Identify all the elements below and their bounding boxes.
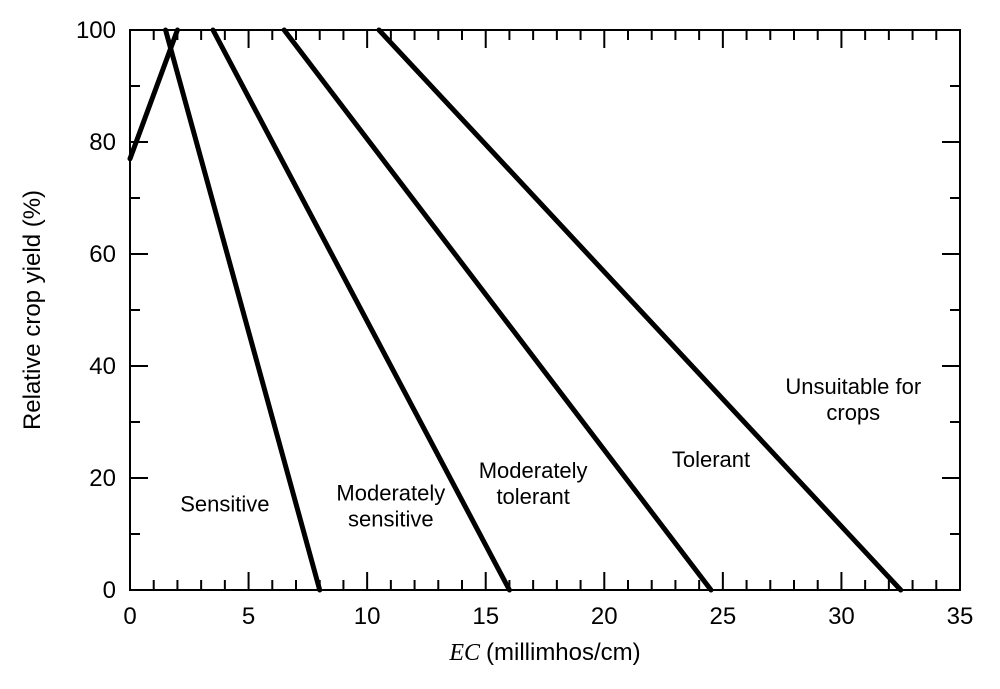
y-tick-label: 100: [76, 17, 116, 44]
x-tick-label: 5: [242, 603, 255, 630]
x-axis-label: EC (millimhos/cm): [448, 639, 640, 666]
region-label: Tolerant: [672, 447, 750, 472]
y-tick-label: 40: [89, 353, 116, 380]
x-tick-label: 35: [947, 603, 974, 630]
x-tick-label: 20: [591, 603, 618, 630]
y-tick-label: 0: [103, 577, 116, 604]
region-label: Moderatelysensitive: [336, 480, 445, 531]
region-label: Sensitive: [180, 492, 269, 517]
x-tick-label: 0: [123, 603, 136, 630]
y-axis-label: Relative crop yield (%): [19, 190, 46, 430]
y-tick-label: 80: [89, 129, 116, 156]
x-tick-label: 25: [710, 603, 737, 630]
x-tick-label: 15: [472, 603, 499, 630]
y-tick-label: 20: [89, 465, 116, 492]
salinity-yield-chart: 0 5 10 15 20 25 30 35 0 20 40 60 80 100 Sensitive Mod…: [0, 0, 1000, 689]
x-tick-label: 10: [354, 603, 381, 630]
y-tick-label: 60: [89, 241, 116, 268]
x-tick-label: 30: [828, 603, 855, 630]
